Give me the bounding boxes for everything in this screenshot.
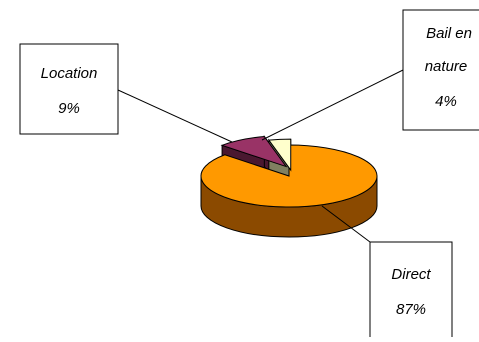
leader-line-bail-en-nature — [261, 69, 404, 141]
label-bail-line2: nature — [425, 58, 468, 75]
label-direct: Direct 87% — [369, 241, 453, 341]
label-bail-en-nature: Bail en nature 4% — [402, 9, 479, 131]
label-location-box — [19, 43, 119, 135]
slice-direct-top — [200, 144, 378, 208]
label-bail-percent: 4% — [435, 93, 457, 110]
leader-lines — [117, 69, 404, 243]
slices-layer — [200, 134, 378, 238]
leader-line-direct — [321, 205, 371, 243]
leader-line-location — [117, 89, 233, 143]
slice-bail-en-nature-top — [267, 138, 292, 172]
label-location: Location 9% — [19, 43, 119, 135]
label-direct-percent: 87% — [396, 301, 426, 318]
label-bail-box — [402, 9, 479, 131]
label-location-percent: 9% — [58, 100, 80, 117]
label-direct-name: Direct — [391, 266, 431, 283]
label-bail-line1: Bail en — [426, 25, 472, 42]
label-location-name: Location — [41, 65, 98, 82]
label-direct-box — [369, 241, 453, 341]
slice-location-top — [220, 135, 288, 168]
